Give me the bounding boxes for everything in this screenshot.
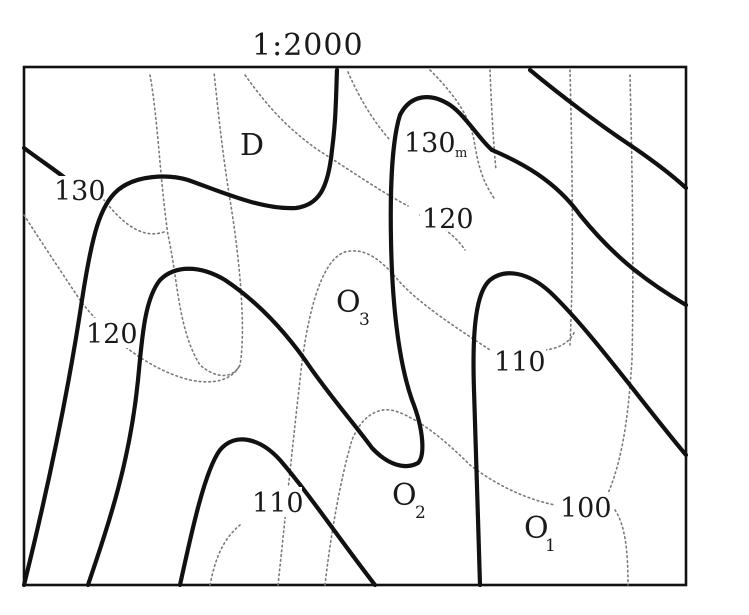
contour-120-left-label: 120 bbox=[86, 319, 138, 350]
dotted-line-5 bbox=[489, 69, 497, 171]
point-o3-label: O bbox=[336, 285, 361, 320]
point-o2-subscript: 2 bbox=[415, 503, 426, 523]
dotted-line-10 bbox=[277, 250, 491, 586]
dotted-line-3 bbox=[347, 71, 391, 141]
map-scale: 1:2000 bbox=[252, 28, 364, 63]
dotted-line-13 bbox=[544, 329, 576, 351]
label-mask bbox=[558, 492, 612, 522]
solid-contour-o1-u bbox=[471, 271, 689, 588]
contour-110-bottom-label: 110 bbox=[252, 488, 304, 519]
solid-contour-d-boundary bbox=[21, 67, 340, 588]
label-mask bbox=[402, 128, 454, 156]
point-o1-label: O bbox=[524, 511, 549, 546]
dotted-line-11 bbox=[209, 524, 241, 586]
solid-contour-bottom-u bbox=[177, 437, 378, 588]
contour-130-top-suffix: m bbox=[455, 146, 467, 161]
contour-100-label: 100 bbox=[560, 493, 612, 524]
dotted-line-14 bbox=[614, 509, 629, 586]
area-d-label: D bbox=[240, 128, 264, 163]
label-mask bbox=[84, 318, 138, 348]
dotted-line-7 bbox=[599, 74, 634, 511]
dotted-line-8 bbox=[23, 214, 241, 383]
point-o1-subscript: 1 bbox=[545, 536, 556, 556]
solid-contour-upper-left-stub bbox=[21, 145, 68, 181]
dotted-line-12 bbox=[324, 409, 556, 586]
contour-120-top-label: 120 bbox=[422, 204, 474, 235]
point-o2-label: O bbox=[392, 478, 417, 513]
label-mask bbox=[250, 487, 302, 517]
solid-contour-o3-loop bbox=[85, 95, 495, 588]
dotted-line-2 bbox=[244, 74, 409, 207]
label-mask bbox=[420, 203, 474, 231]
solid-contour-right-middle bbox=[489, 147, 689, 308]
solid-contour-right-upper bbox=[527, 67, 689, 191]
contour-130-left-label: 130 bbox=[54, 176, 106, 207]
dotted-line-4 bbox=[429, 69, 495, 199]
label-mask bbox=[52, 176, 102, 204]
contour-110-right-label: 110 bbox=[494, 347, 546, 378]
point-o3-subscript: 3 bbox=[359, 310, 370, 330]
label-mask bbox=[492, 346, 546, 376]
dotted-line-9 bbox=[103, 199, 165, 235]
dotted-line-1 bbox=[149, 71, 244, 377]
contour-130-top-label: 130 bbox=[404, 128, 456, 159]
map-frame bbox=[22, 65, 688, 587]
